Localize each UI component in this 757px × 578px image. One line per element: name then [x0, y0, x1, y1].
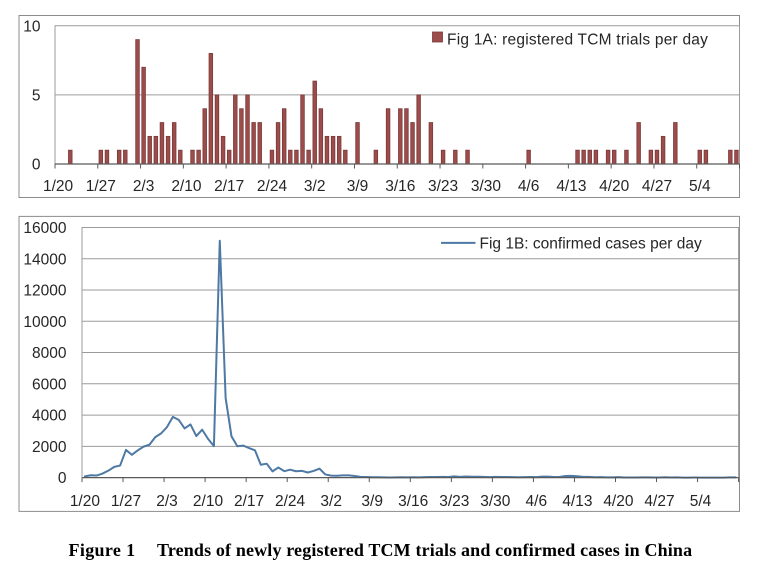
- svg-text:1/27: 1/27: [111, 493, 141, 510]
- svg-text:3/23: 3/23: [439, 493, 469, 510]
- svg-text:5/4: 5/4: [690, 493, 712, 510]
- svg-text:4/20: 4/20: [599, 178, 630, 195]
- svg-text:4/27: 4/27: [642, 178, 672, 195]
- svg-text:3/16: 3/16: [398, 493, 428, 510]
- svg-text:8000: 8000: [32, 345, 67, 362]
- svg-text:3/2: 3/2: [304, 178, 326, 195]
- svg-text:2/10: 2/10: [193, 493, 224, 510]
- svg-text:2/10: 2/10: [171, 178, 202, 195]
- svg-text:3/23: 3/23: [428, 178, 458, 195]
- svg-text:4/27: 4/27: [644, 493, 674, 510]
- svg-text:4/6: 4/6: [518, 178, 540, 195]
- svg-text:3/9: 3/9: [347, 178, 369, 195]
- svg-text:Trends of newly registered TCM: Trends of newly registered TCM trials an…: [157, 540, 692, 560]
- svg-text:1/20: 1/20: [70, 493, 101, 510]
- svg-text:10: 10: [23, 18, 41, 35]
- svg-text:4/13: 4/13: [562, 493, 592, 510]
- svg-text:14000: 14000: [23, 251, 66, 268]
- svg-text:4/6: 4/6: [526, 493, 548, 510]
- svg-text:4/13: 4/13: [556, 178, 586, 195]
- svg-text:3/16: 3/16: [385, 178, 415, 195]
- svg-text:1/27: 1/27: [86, 178, 116, 195]
- svg-text:2/24: 2/24: [257, 178, 288, 195]
- svg-text:3/2: 3/2: [320, 493, 342, 510]
- svg-text:6000: 6000: [32, 376, 67, 393]
- svg-text:2/24: 2/24: [275, 493, 306, 510]
- svg-text:5: 5: [32, 87, 41, 104]
- svg-text:0: 0: [32, 157, 41, 174]
- svg-text:0: 0: [58, 470, 67, 487]
- svg-text:2/17: 2/17: [234, 493, 264, 510]
- svg-text:2/3: 2/3: [156, 493, 178, 510]
- svg-text:1/20: 1/20: [43, 178, 74, 195]
- svg-text:10000: 10000: [23, 314, 66, 331]
- svg-text:Figure 1: Figure 1: [69, 540, 136, 560]
- svg-text:4000: 4000: [32, 408, 67, 425]
- svg-text:Fig 1A: registered TCM trials: Fig 1A: registered TCM trials per day: [447, 32, 708, 49]
- svg-text:3/30: 3/30: [480, 493, 511, 510]
- svg-text:2/17: 2/17: [214, 178, 244, 195]
- svg-text:5/4: 5/4: [689, 178, 711, 195]
- svg-text:4/20: 4/20: [603, 493, 634, 510]
- svg-text:16000: 16000: [23, 220, 66, 237]
- svg-text:3/9: 3/9: [361, 493, 383, 510]
- svg-text:2000: 2000: [32, 439, 67, 456]
- svg-text:12000: 12000: [23, 283, 66, 300]
- svg-text:3/30: 3/30: [471, 178, 502, 195]
- svg-text:2/3: 2/3: [133, 178, 155, 195]
- svg-text:Fig 1B: confirmed cases per da: Fig 1B: confirmed cases per day: [480, 236, 703, 253]
